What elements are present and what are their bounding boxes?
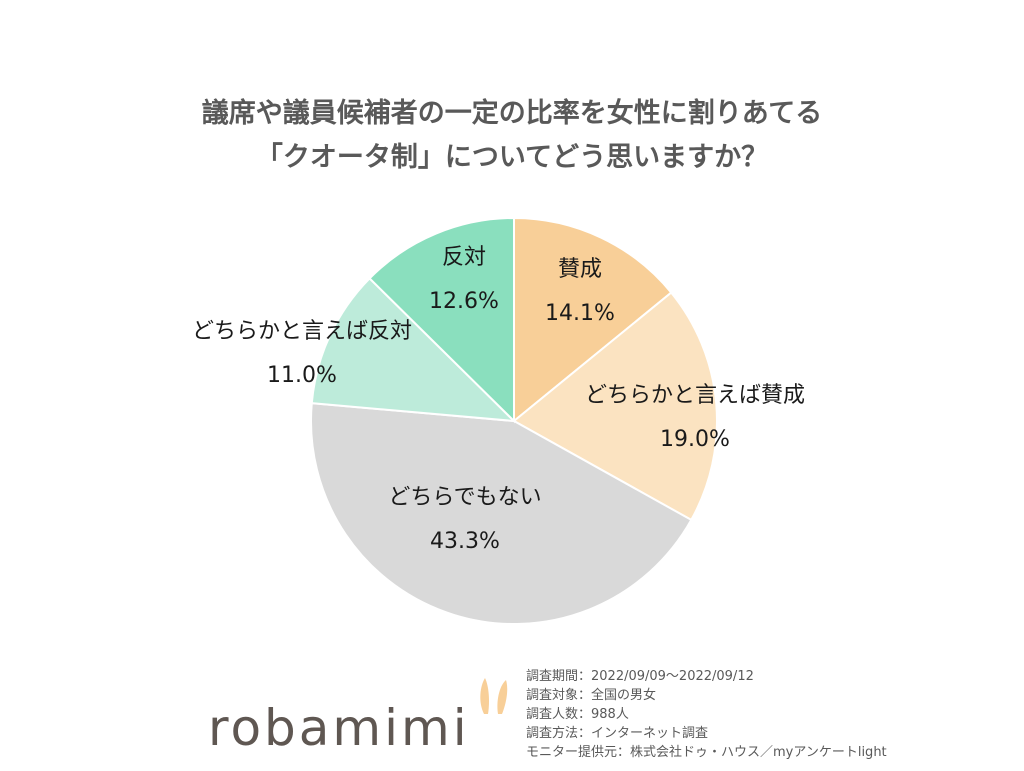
slice-category-somewhat-no: どちらかと言えば反対 <box>191 319 413 344</box>
pie-slice-somewhat-yes <box>512 291 718 522</box>
slice-value-yes: 14.1% <box>545 301 615 326</box>
pie-slice-somewhat-no <box>310 276 517 423</box>
slice-value-somewhat-yes: 19.0% <box>660 427 730 452</box>
slice-value-no: 12.6% <box>429 289 499 314</box>
pie-slice-neutral <box>310 402 693 625</box>
slice-label-no: 反対 12.6% <box>429 236 499 324</box>
slice-label-somewhat-no: どちらかと言えば反対 11.0% <box>192 310 412 398</box>
chart-title-line1: 議席や議員候補者の一定の比率を女性に割りあてる <box>201 98 823 129</box>
slice-label-yes: 賛成 14.1% <box>545 248 615 336</box>
note-provider: モニター提供元：株式会社ドゥ・ハウス／myアンケートlight <box>526 745 887 760</box>
rabbit-ears-icon <box>480 678 508 714</box>
slice-category-yes: 賛成 <box>557 257 603 282</box>
slice-value-neutral: 43.3% <box>430 529 500 554</box>
note-period: 調査期間：2022/09/09～2022/09/12 <box>526 669 754 684</box>
pie-slice-no <box>368 216 515 424</box>
note-method: 調査方法：インターネット調査 <box>526 726 709 741</box>
slice-category-neutral: どちらでもない <box>388 485 542 510</box>
note-target: 調査対象：全国の男女 <box>526 688 657 703</box>
note-count: 調査人数：988人 <box>526 707 629 722</box>
chart-title-line2: 「クオータ制」についてどう思いますか？ <box>255 142 769 173</box>
pie-slice-yes <box>513 216 673 424</box>
slice-label-neutral: どちらでもない 43.3% <box>388 476 541 564</box>
chart-title: 議席や議員候補者の一定の比率を女性に割りあてる 「クオータ制」についてどう思いま… <box>0 92 1024 180</box>
survey-notes: 調査期間：2022/09/09～2022/09/12 調査対象：全国の男女 調査… <box>526 667 887 762</box>
slice-category-no: 反対 <box>441 245 487 270</box>
slice-label-somewhat-yes: どちらかと言えば賛成 19.0% <box>585 374 805 462</box>
slice-value-somewhat-no: 11.0% <box>267 363 337 388</box>
slice-category-somewhat-yes: どちらかと言えば賛成 <box>584 383 806 408</box>
robamimi-logo: robamimi <box>208 699 470 757</box>
